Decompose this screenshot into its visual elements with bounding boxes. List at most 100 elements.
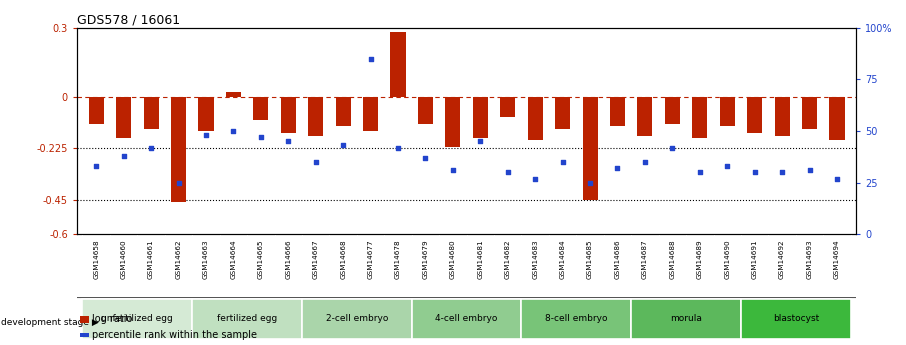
Bar xyxy=(500,97,516,117)
Text: GSM14663: GSM14663 xyxy=(203,239,209,279)
Point xyxy=(116,153,130,159)
Text: GSM14694: GSM14694 xyxy=(834,239,840,279)
Point xyxy=(692,170,707,175)
Bar xyxy=(302,299,411,339)
Point xyxy=(419,155,433,161)
Text: GSM14662: GSM14662 xyxy=(176,239,181,279)
Bar xyxy=(555,97,570,129)
Bar xyxy=(192,299,302,339)
Bar xyxy=(638,97,652,136)
Text: log ratio: log ratio xyxy=(92,315,132,324)
Point xyxy=(803,168,817,173)
Text: development stage ▶: development stage ▶ xyxy=(1,318,99,327)
Point xyxy=(528,176,543,181)
Point xyxy=(665,145,680,150)
Bar xyxy=(802,97,817,129)
Bar xyxy=(775,97,790,136)
Bar xyxy=(719,97,735,126)
Bar xyxy=(226,92,241,97)
Bar xyxy=(254,97,268,119)
Text: GSM14681: GSM14681 xyxy=(477,239,483,279)
Point xyxy=(775,170,789,175)
Bar xyxy=(610,97,625,126)
Bar xyxy=(692,97,708,138)
Bar xyxy=(82,299,192,339)
Bar xyxy=(390,32,406,97)
Point xyxy=(89,164,103,169)
Text: GSM14687: GSM14687 xyxy=(642,239,648,279)
Bar xyxy=(665,97,680,124)
Text: GSM14684: GSM14684 xyxy=(560,239,565,279)
Text: GSM14667: GSM14667 xyxy=(313,239,319,279)
Bar xyxy=(829,97,844,140)
Point xyxy=(281,139,295,144)
Text: 4-cell embryo: 4-cell embryo xyxy=(436,314,497,323)
Text: GSM14690: GSM14690 xyxy=(724,239,730,279)
Text: GSM14666: GSM14666 xyxy=(285,239,291,279)
Bar xyxy=(522,299,631,339)
Bar xyxy=(335,97,351,126)
Bar xyxy=(89,97,104,124)
Text: GSM14688: GSM14688 xyxy=(670,239,675,279)
Bar xyxy=(308,97,323,136)
Text: GSM14677: GSM14677 xyxy=(368,239,373,279)
Text: GSM14658: GSM14658 xyxy=(93,239,100,279)
Text: GSM14661: GSM14661 xyxy=(148,239,154,279)
Bar xyxy=(363,97,378,131)
Point xyxy=(198,132,213,138)
Text: morula: morula xyxy=(670,314,702,323)
Bar xyxy=(631,299,741,339)
Text: 2-cell embryo: 2-cell embryo xyxy=(325,314,388,323)
Point xyxy=(638,159,652,165)
Text: 8-cell embryo: 8-cell embryo xyxy=(545,314,608,323)
Text: GSM14665: GSM14665 xyxy=(258,239,264,279)
Bar xyxy=(446,97,460,147)
Bar xyxy=(143,97,159,129)
Text: GSM14693: GSM14693 xyxy=(806,239,813,279)
Bar xyxy=(116,97,131,138)
Text: unfertilized egg: unfertilized egg xyxy=(101,314,173,323)
Bar xyxy=(583,97,598,200)
Bar xyxy=(473,97,487,138)
Point xyxy=(226,128,241,134)
Text: GSM14679: GSM14679 xyxy=(422,239,429,279)
Point xyxy=(747,170,762,175)
Text: GSM14692: GSM14692 xyxy=(779,239,786,279)
Text: blastocyst: blastocyst xyxy=(773,314,819,323)
Text: percentile rank within the sample: percentile rank within the sample xyxy=(92,330,256,339)
Text: GSM14660: GSM14660 xyxy=(120,239,127,279)
Text: GSM14678: GSM14678 xyxy=(395,239,401,279)
Text: GDS578 / 16061: GDS578 / 16061 xyxy=(77,13,180,27)
Point xyxy=(363,56,378,61)
Point xyxy=(830,176,844,181)
Bar xyxy=(741,299,851,339)
Bar xyxy=(198,97,214,131)
Point xyxy=(720,164,735,169)
Point xyxy=(390,145,405,150)
Text: fertilized egg: fertilized egg xyxy=(217,314,277,323)
Text: GSM14686: GSM14686 xyxy=(614,239,621,279)
Text: GSM14668: GSM14668 xyxy=(340,239,346,279)
Text: GSM14691: GSM14691 xyxy=(752,239,757,279)
Text: GSM14680: GSM14680 xyxy=(450,239,456,279)
Bar xyxy=(171,97,186,202)
Bar xyxy=(527,97,543,140)
Text: GSM14683: GSM14683 xyxy=(532,239,538,279)
Point xyxy=(473,139,487,144)
Point xyxy=(308,159,323,165)
Text: GSM14682: GSM14682 xyxy=(505,239,511,279)
Point xyxy=(555,159,570,165)
Bar xyxy=(281,97,295,133)
Point xyxy=(171,180,186,186)
Point xyxy=(336,143,351,148)
Point xyxy=(144,145,159,150)
Bar xyxy=(411,299,522,339)
Text: GSM14664: GSM14664 xyxy=(230,239,236,279)
Bar xyxy=(418,97,433,124)
Point xyxy=(254,135,268,140)
Text: GSM14689: GSM14689 xyxy=(697,239,703,279)
Point xyxy=(583,180,597,186)
Point xyxy=(500,170,515,175)
Point xyxy=(611,166,625,171)
Point xyxy=(446,168,460,173)
